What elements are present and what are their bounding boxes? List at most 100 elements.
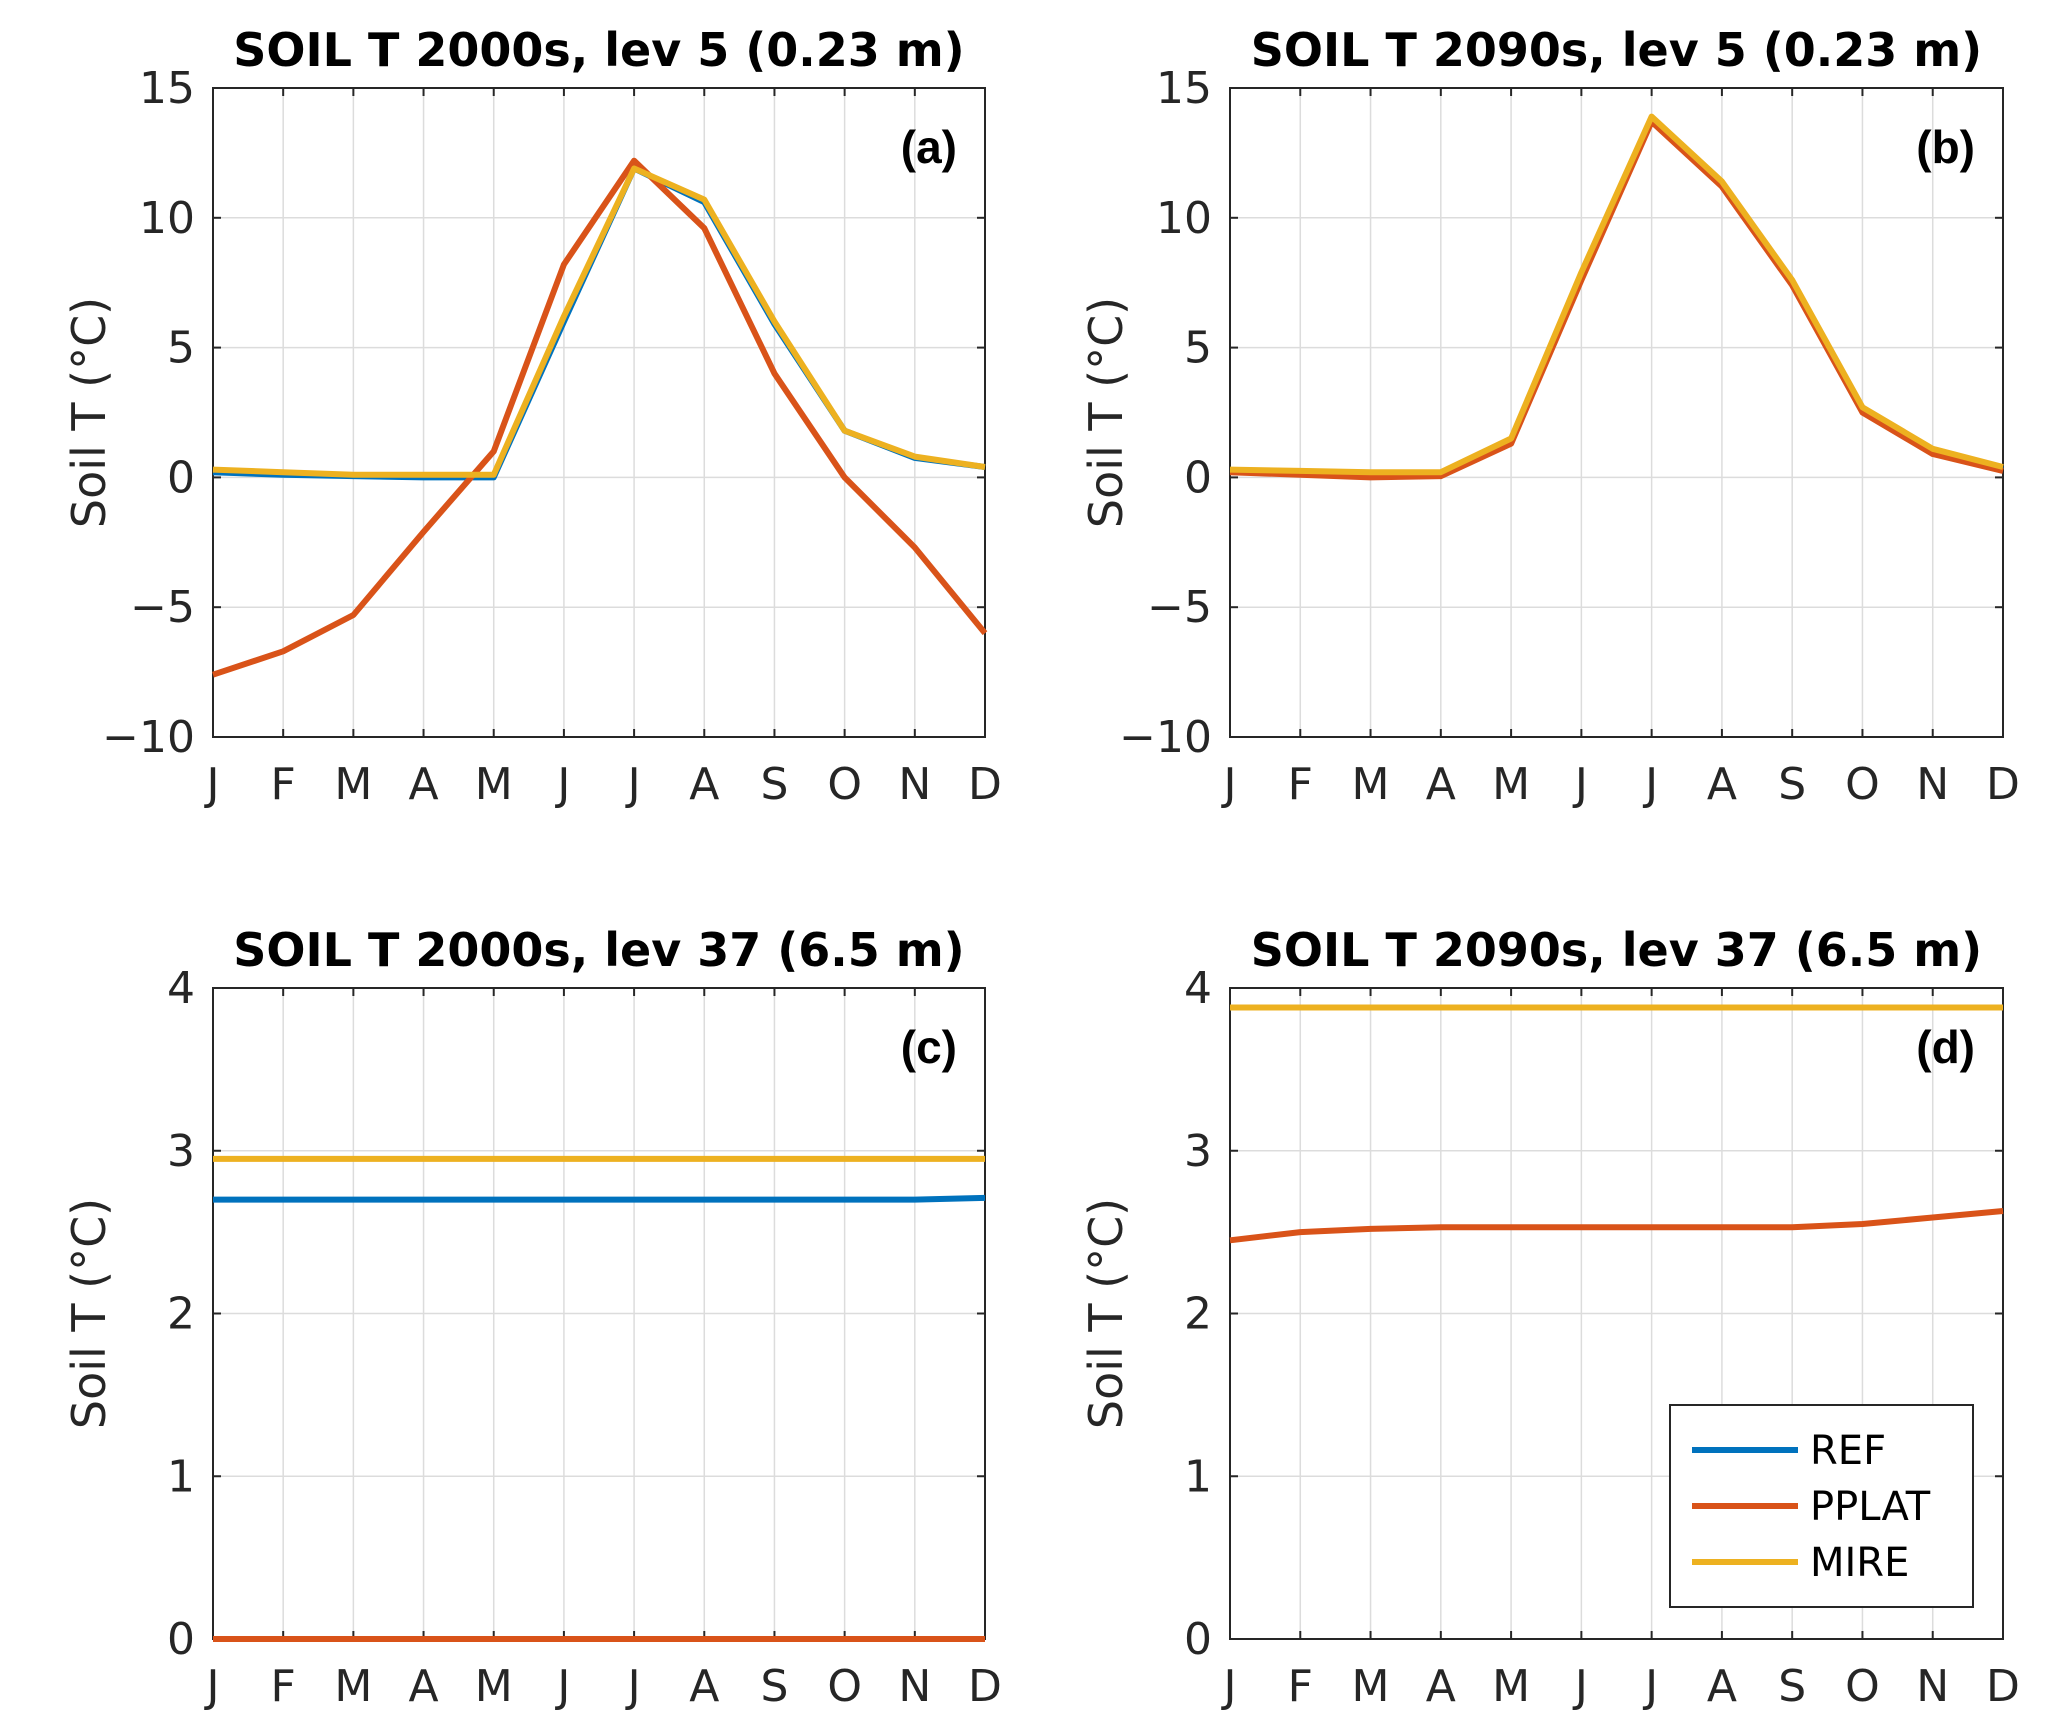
y-tick-label: 15 bbox=[139, 63, 195, 114]
x-tick-label: A bbox=[1426, 1661, 1456, 1712]
x-tick-label: J bbox=[1572, 1661, 1588, 1712]
x-tick-label: J bbox=[1642, 759, 1658, 810]
x-tick-label: J bbox=[204, 759, 220, 810]
x-tick-label: A bbox=[689, 1661, 719, 1712]
y-tick-label: 10 bbox=[1156, 193, 1212, 244]
x-tick-label: N bbox=[1916, 1661, 1949, 1712]
chart-title: SOIL T 2000s, lev 5 (0.23 m) bbox=[233, 23, 964, 77]
axes-box-b bbox=[1229, 87, 2004, 738]
y-tick-label: 1 bbox=[167, 1451, 195, 1502]
x-tick-label: N bbox=[898, 759, 931, 810]
y-tick-label: 3 bbox=[167, 1126, 195, 1177]
chart-title: SOIL T 2090s, lev 37 (6.5 m) bbox=[1251, 923, 1982, 977]
x-tick-label: A bbox=[1707, 1661, 1737, 1712]
y-tick-label: −10 bbox=[102, 712, 195, 763]
x-tick-label: M bbox=[1352, 759, 1390, 810]
y-tick-label: 5 bbox=[1184, 323, 1212, 374]
x-tick-label: F bbox=[1288, 1661, 1313, 1712]
series-line-pplat bbox=[1229, 1208, 2004, 1244]
x-tick-label: J bbox=[204, 1661, 220, 1712]
series-group-b bbox=[1229, 113, 2004, 481]
x-tick-label: O bbox=[1845, 1661, 1880, 1712]
x-tick-label: A bbox=[1707, 759, 1737, 810]
x-tick-label: D bbox=[968, 1661, 1002, 1712]
series-line-ref bbox=[213, 1194, 986, 1203]
series-group-a bbox=[212, 157, 988, 678]
chart-title: SOIL T 2000s, lev 37 (6.5 m) bbox=[233, 923, 964, 977]
x-tick-label: O bbox=[827, 759, 862, 810]
y-tick-label: 0 bbox=[167, 1614, 195, 1665]
x-tick-label: M bbox=[1492, 759, 1530, 810]
y-tick-label: 4 bbox=[167, 963, 195, 1014]
panel-label: (d) bbox=[1916, 1021, 1975, 1073]
x-tick-label: S bbox=[1778, 759, 1806, 810]
grid-c bbox=[212, 987, 986, 1640]
y-tick-label: 0 bbox=[167, 452, 195, 503]
panel-label: (c) bbox=[901, 1021, 957, 1073]
series-group-d bbox=[1229, 1004, 2004, 1244]
axes-box-a bbox=[212, 87, 986, 738]
y-axis-label: Soil T (°C) bbox=[62, 1198, 116, 1429]
grid-a bbox=[212, 87, 986, 738]
x-tick-label: S bbox=[1778, 1661, 1806, 1712]
legend-label-pplat: PPLAT bbox=[1810, 1484, 1931, 1530]
x-tick-label: F bbox=[271, 1661, 296, 1712]
x-tick-label: S bbox=[760, 759, 788, 810]
x-tick-label: M bbox=[1352, 1661, 1390, 1712]
legend-label-mire: MIRE bbox=[1810, 1540, 1909, 1586]
x-tick-label: M bbox=[1492, 1661, 1530, 1712]
y-tick-label: 0 bbox=[1184, 1614, 1212, 1665]
panel-label: (a) bbox=[901, 121, 957, 173]
x-tick-label: D bbox=[1986, 759, 2020, 810]
y-axis-label: Soil T (°C) bbox=[1079, 1198, 1133, 1429]
y-tick-label: 3 bbox=[1184, 1126, 1212, 1177]
x-tick-label: N bbox=[898, 1661, 931, 1712]
x-tick-label: J bbox=[554, 1661, 570, 1712]
x-tick-label: A bbox=[689, 759, 719, 810]
legend: REF PPLAT MIRE bbox=[1669, 1404, 1974, 1608]
x-tick-label: A bbox=[408, 759, 438, 810]
x-tick-label: J bbox=[1572, 759, 1588, 810]
x-tick-label: D bbox=[1986, 1661, 2020, 1712]
y-tick-label: 4 bbox=[1184, 963, 1212, 1014]
chart-title: SOIL T 2090s, lev 5 (0.23 m) bbox=[1251, 23, 1982, 77]
series-line-pplat bbox=[212, 157, 988, 678]
x-tick-label: D bbox=[968, 759, 1002, 810]
y-tick-label: −5 bbox=[130, 582, 195, 633]
y-axis-label: Soil T (°C) bbox=[1079, 297, 1133, 528]
x-tick-label: O bbox=[827, 1661, 862, 1712]
x-tick-label: J bbox=[1221, 759, 1237, 810]
y-tick-label: 1 bbox=[1184, 1451, 1212, 1502]
y-tick-label: −10 bbox=[1119, 712, 1212, 763]
x-tick-label: M bbox=[475, 759, 513, 810]
x-tick-label: N bbox=[1916, 759, 1949, 810]
x-tick-label: M bbox=[475, 1661, 513, 1712]
y-tick-label: 2 bbox=[1184, 1289, 1212, 1340]
series-group-c bbox=[213, 1155, 986, 1642]
y-tick-label: 10 bbox=[139, 193, 195, 244]
x-tick-label: J bbox=[554, 759, 570, 810]
legend-label-ref: REF bbox=[1810, 1428, 1886, 1474]
y-tick-label: 2 bbox=[167, 1289, 195, 1340]
y-tick-label: 15 bbox=[1156, 63, 1212, 114]
series-line-mire bbox=[1229, 113, 2004, 476]
x-tick-label: M bbox=[334, 1661, 372, 1712]
x-tick-label: J bbox=[1642, 1661, 1658, 1712]
y-tick-label: 0 bbox=[1184, 452, 1212, 503]
x-tick-label: S bbox=[760, 1661, 788, 1712]
x-tick-label: F bbox=[1288, 759, 1313, 810]
x-tick-label: J bbox=[625, 759, 641, 810]
x-tick-label: A bbox=[408, 1661, 438, 1712]
x-tick-label: M bbox=[334, 759, 372, 810]
y-tick-label: −5 bbox=[1147, 582, 1212, 633]
x-tick-label: O bbox=[1845, 759, 1880, 810]
series-line-mire bbox=[212, 165, 986, 478]
x-tick-label: J bbox=[625, 1661, 641, 1712]
x-tick-label: J bbox=[1221, 1661, 1237, 1712]
panel-label: (b) bbox=[1916, 121, 1975, 173]
